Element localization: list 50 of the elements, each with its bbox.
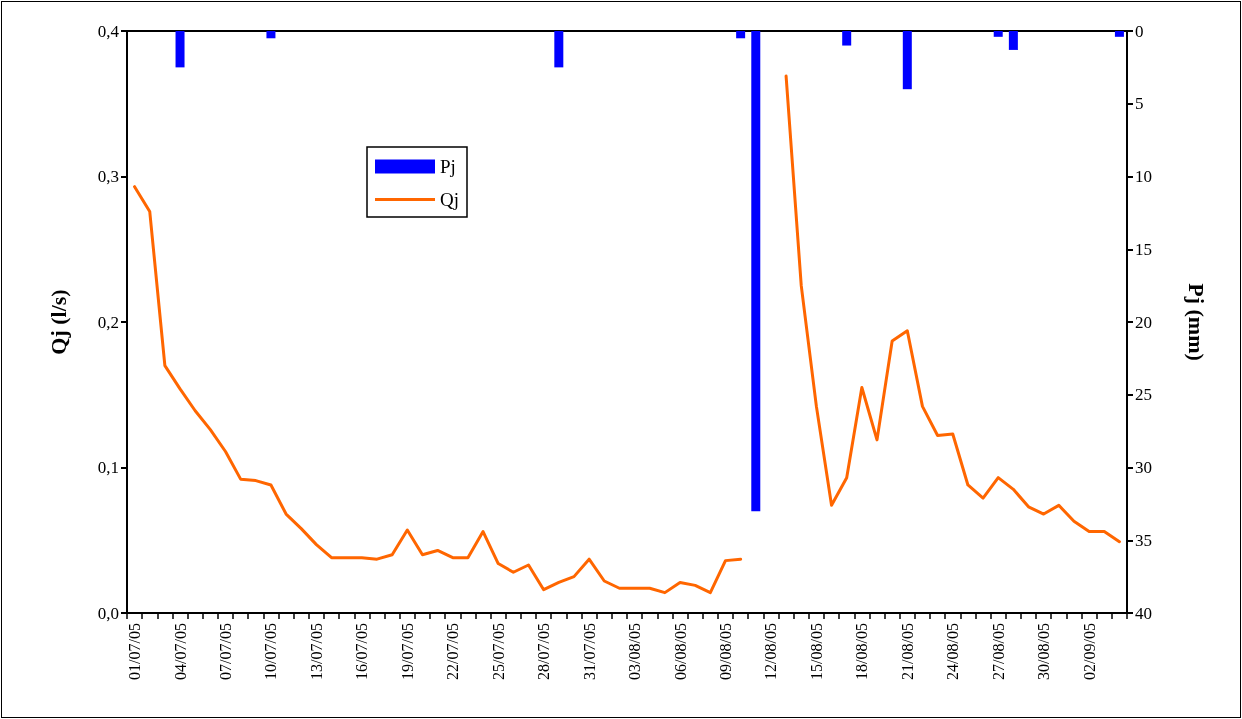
x-tick-label: 16/07/05 (353, 623, 371, 680)
bar (175, 31, 185, 68)
legend-label: Pj (440, 156, 456, 177)
y2-tick-label: 25 (1135, 385, 1152, 405)
bar (1008, 31, 1018, 50)
bar (751, 31, 761, 512)
bar (842, 31, 852, 46)
x-tick-label: 25/07/05 (489, 623, 507, 680)
bar (993, 31, 1003, 37)
x-tick-label: 15/08/05 (807, 623, 825, 680)
y-tick-label: 0,2 (97, 312, 119, 332)
bar (266, 31, 276, 39)
x-tick-label: 28/07/05 (535, 623, 553, 680)
y-tick-label: 0,3 (97, 167, 119, 186)
y-tick-label: 0,1 (97, 458, 119, 477)
bar (554, 31, 564, 68)
y2-tick-label: 35 (1135, 530, 1152, 550)
y-tick-label: 0,0 (97, 603, 119, 623)
y2-tick-label: 10 (1135, 167, 1152, 186)
x-tick-label: 27/08/05 (989, 623, 1007, 680)
x-tick-label: 30/08/05 (1035, 623, 1053, 680)
x-tick-label: 18/08/05 (853, 623, 871, 680)
x-tick-label: 02/09/05 (1080, 623, 1098, 680)
bar (1114, 31, 1124, 37)
y2-tick-label: 0 (1135, 21, 1144, 41)
x-tick-label: 13/07/05 (307, 623, 325, 680)
y-axis-title: Qj (l/s) (45, 289, 71, 355)
x-tick-label: 03/08/05 (626, 623, 644, 680)
x-tick-label: 10/07/05 (262, 623, 280, 680)
x-tick-label: 09/08/05 (716, 623, 734, 680)
x-tick-label: 07/07/05 (216, 623, 234, 680)
x-tick-label: 04/07/05 (171, 623, 189, 680)
x-tick-label: 22/07/05 (444, 623, 462, 680)
x-tick-label: 19/07/05 (398, 623, 416, 680)
y2-tick-label: 30 (1135, 458, 1152, 477)
x-tick-label: 01/07/05 (126, 623, 144, 680)
legend-label: Qj (440, 189, 459, 210)
y-tick-label: 0,4 (97, 21, 120, 41)
y2-tick-label: 15 (1135, 239, 1152, 259)
x-tick-label: 31/07/05 (580, 623, 598, 680)
x-tick-label: 21/08/05 (898, 623, 916, 680)
y2-axis-title: Pj (mm) (1183, 283, 1209, 361)
y2-tick-label: 20 (1135, 312, 1152, 332)
x-tick-label: 24/08/05 (944, 623, 962, 680)
x-tick-label: 06/08/05 (671, 623, 689, 680)
bar (902, 31, 912, 90)
bar (736, 31, 746, 39)
x-tick-label: 12/08/05 (762, 623, 780, 680)
y2-tick-label: 5 (1135, 94, 1144, 114)
y2-tick-label: 40 (1135, 603, 1152, 623)
